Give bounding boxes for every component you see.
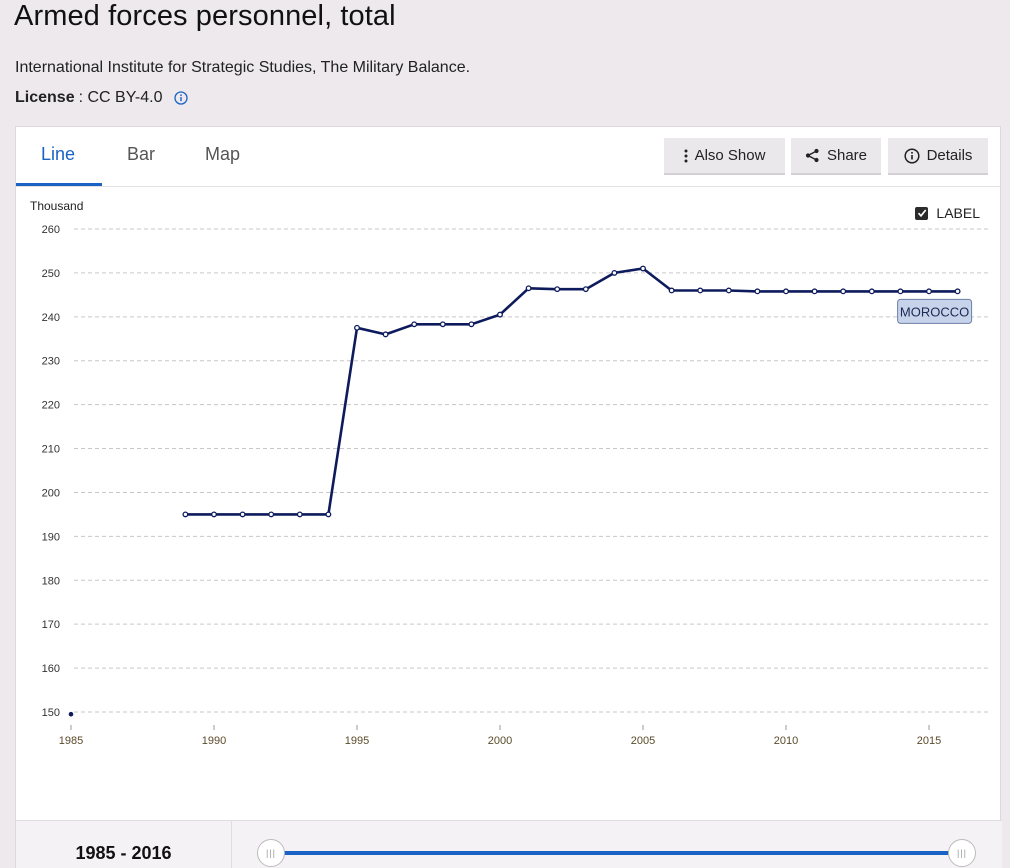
data-point-1999: [468, 321, 475, 328]
active-tab-indicator: [16, 183, 102, 186]
details-label: Details: [926, 147, 973, 164]
range-end: 2016: [131, 843, 172, 863]
tab-bar[interactable]: Bar: [127, 144, 156, 164]
y-tick-label-240: 240: [42, 312, 60, 324]
label-checkbox[interactable]: [915, 206, 929, 220]
label-toggle-text: LABEL: [936, 205, 980, 221]
x-tick-label-1995: 1995: [345, 735, 369, 747]
data-point-2013: [868, 288, 875, 295]
data-point-1989: [182, 511, 189, 518]
chart-tabs: Line Bar Map Also Show Share Details: [16, 127, 1000, 187]
share-icon: [805, 148, 819, 163]
y-tick-label-200: 200: [42, 487, 60, 499]
unit-label: Thousand: [30, 199, 83, 213]
share-label: Share: [826, 147, 868, 164]
series-line-morocco: [185, 267, 958, 516]
data-point-2002: [554, 286, 561, 293]
label-toggle[interactable]: LABEL: [915, 205, 980, 221]
series-label-box: [897, 298, 973, 324]
data-point-2014: [897, 288, 904, 295]
data-point-2010: [783, 288, 789, 295]
range-separator: -: [115, 843, 132, 863]
range-footer: 1985 - 2016 ||| |||: [16, 820, 1002, 868]
data-point-2011: [811, 288, 818, 295]
y-tick-label-260: 260: [42, 224, 60, 236]
x-tick-label-2010: 2010: [774, 735, 798, 747]
also-show-label: Also Show: [694, 147, 766, 164]
data-point-2016: [954, 288, 961, 295]
data-point-1985: [68, 711, 74, 717]
license-label: License: [15, 89, 75, 106]
data-point-2000: [497, 311, 503, 318]
range-start: 1985: [75, 843, 116, 863]
tab-line[interactable]: Line: [41, 144, 76, 164]
data-point-1992: [268, 511, 275, 518]
range-slider-start-handle[interactable]: |||: [257, 839, 285, 867]
info-icon[interactable]: [174, 91, 189, 105]
range-slider-end-handle[interactable]: |||: [948, 839, 976, 867]
data-source: International Institute for Strategic St…: [15, 59, 471, 76]
page-title: Armed forces personnel, total: [14, 0, 396, 32]
year-range: 1985 - 2016: [16, 821, 232, 868]
x-tick-label-2015: 2015: [917, 735, 941, 747]
details-button[interactable]: Details: [888, 138, 988, 175]
data-point-2006: [668, 287, 675, 294]
data-point-1998: [439, 321, 446, 328]
share-button[interactable]: Share: [791, 138, 881, 175]
data-point-2015: [926, 288, 932, 295]
y-tick-label-170: 170: [42, 619, 60, 631]
data-point-1994: [325, 511, 332, 518]
data-point-1997: [411, 321, 418, 328]
chart-card: Line Bar Map Also Show Share Details LAB…: [15, 126, 1002, 868]
data-point-2004: [611, 269, 618, 276]
data-point-1991: [239, 511, 246, 518]
line-chart: Thousand 150 160 170 180 190 200 210 220 230 240 2…: [16, 187, 1002, 819]
info-circle-icon: [904, 147, 920, 164]
y-tick-label-210: 210: [42, 444, 60, 456]
y-tick-label-230: 230: [42, 356, 60, 368]
y-tick-label-160: 160: [42, 663, 60, 675]
data-point-2007: [697, 287, 704, 294]
data-point-1995: [354, 324, 360, 331]
y-tick-label-190: 190: [42, 531, 60, 543]
data-point-1993: [296, 511, 303, 518]
license-value: : CC BY-4.0: [78, 89, 163, 106]
data-point-2008: [725, 287, 732, 294]
tab-map[interactable]: Map: [205, 144, 241, 164]
series-label-text: MOROCCO: [900, 304, 969, 319]
x-tick-label-2000: 2000: [488, 735, 512, 747]
checkmark-icon: [917, 209, 927, 218]
license-line: License : CC BY-4.0: [15, 89, 189, 107]
y-tick-label-150: 150: [42, 707, 60, 719]
data-point-1996: [382, 331, 389, 338]
data-point-2001: [525, 285, 532, 292]
data-point-2003: [582, 286, 589, 293]
y-tick-label-250: 250: [42, 268, 60, 280]
range-slider-track[interactable]: [274, 851, 964, 855]
data-point-2005: [640, 265, 646, 272]
more-vertical-icon: [684, 149, 688, 162]
x-tick-label-1985: 1985: [59, 735, 83, 747]
data-point-2012: [840, 288, 847, 295]
y-tick-label-180: 180: [42, 575, 60, 587]
data-point-2009: [754, 288, 761, 295]
y-tick-label-220: 220: [42, 400, 60, 412]
x-tick-label-2005: 2005: [631, 735, 655, 747]
also-show-button[interactable]: Also Show: [664, 138, 785, 175]
x-tick-label-1990: 1990: [202, 735, 226, 747]
data-point-1990: [211, 511, 217, 518]
line-chart-svg: Thousand 150 160 170 180 190 200 210 220 230 240 2…: [30, 199, 988, 747]
